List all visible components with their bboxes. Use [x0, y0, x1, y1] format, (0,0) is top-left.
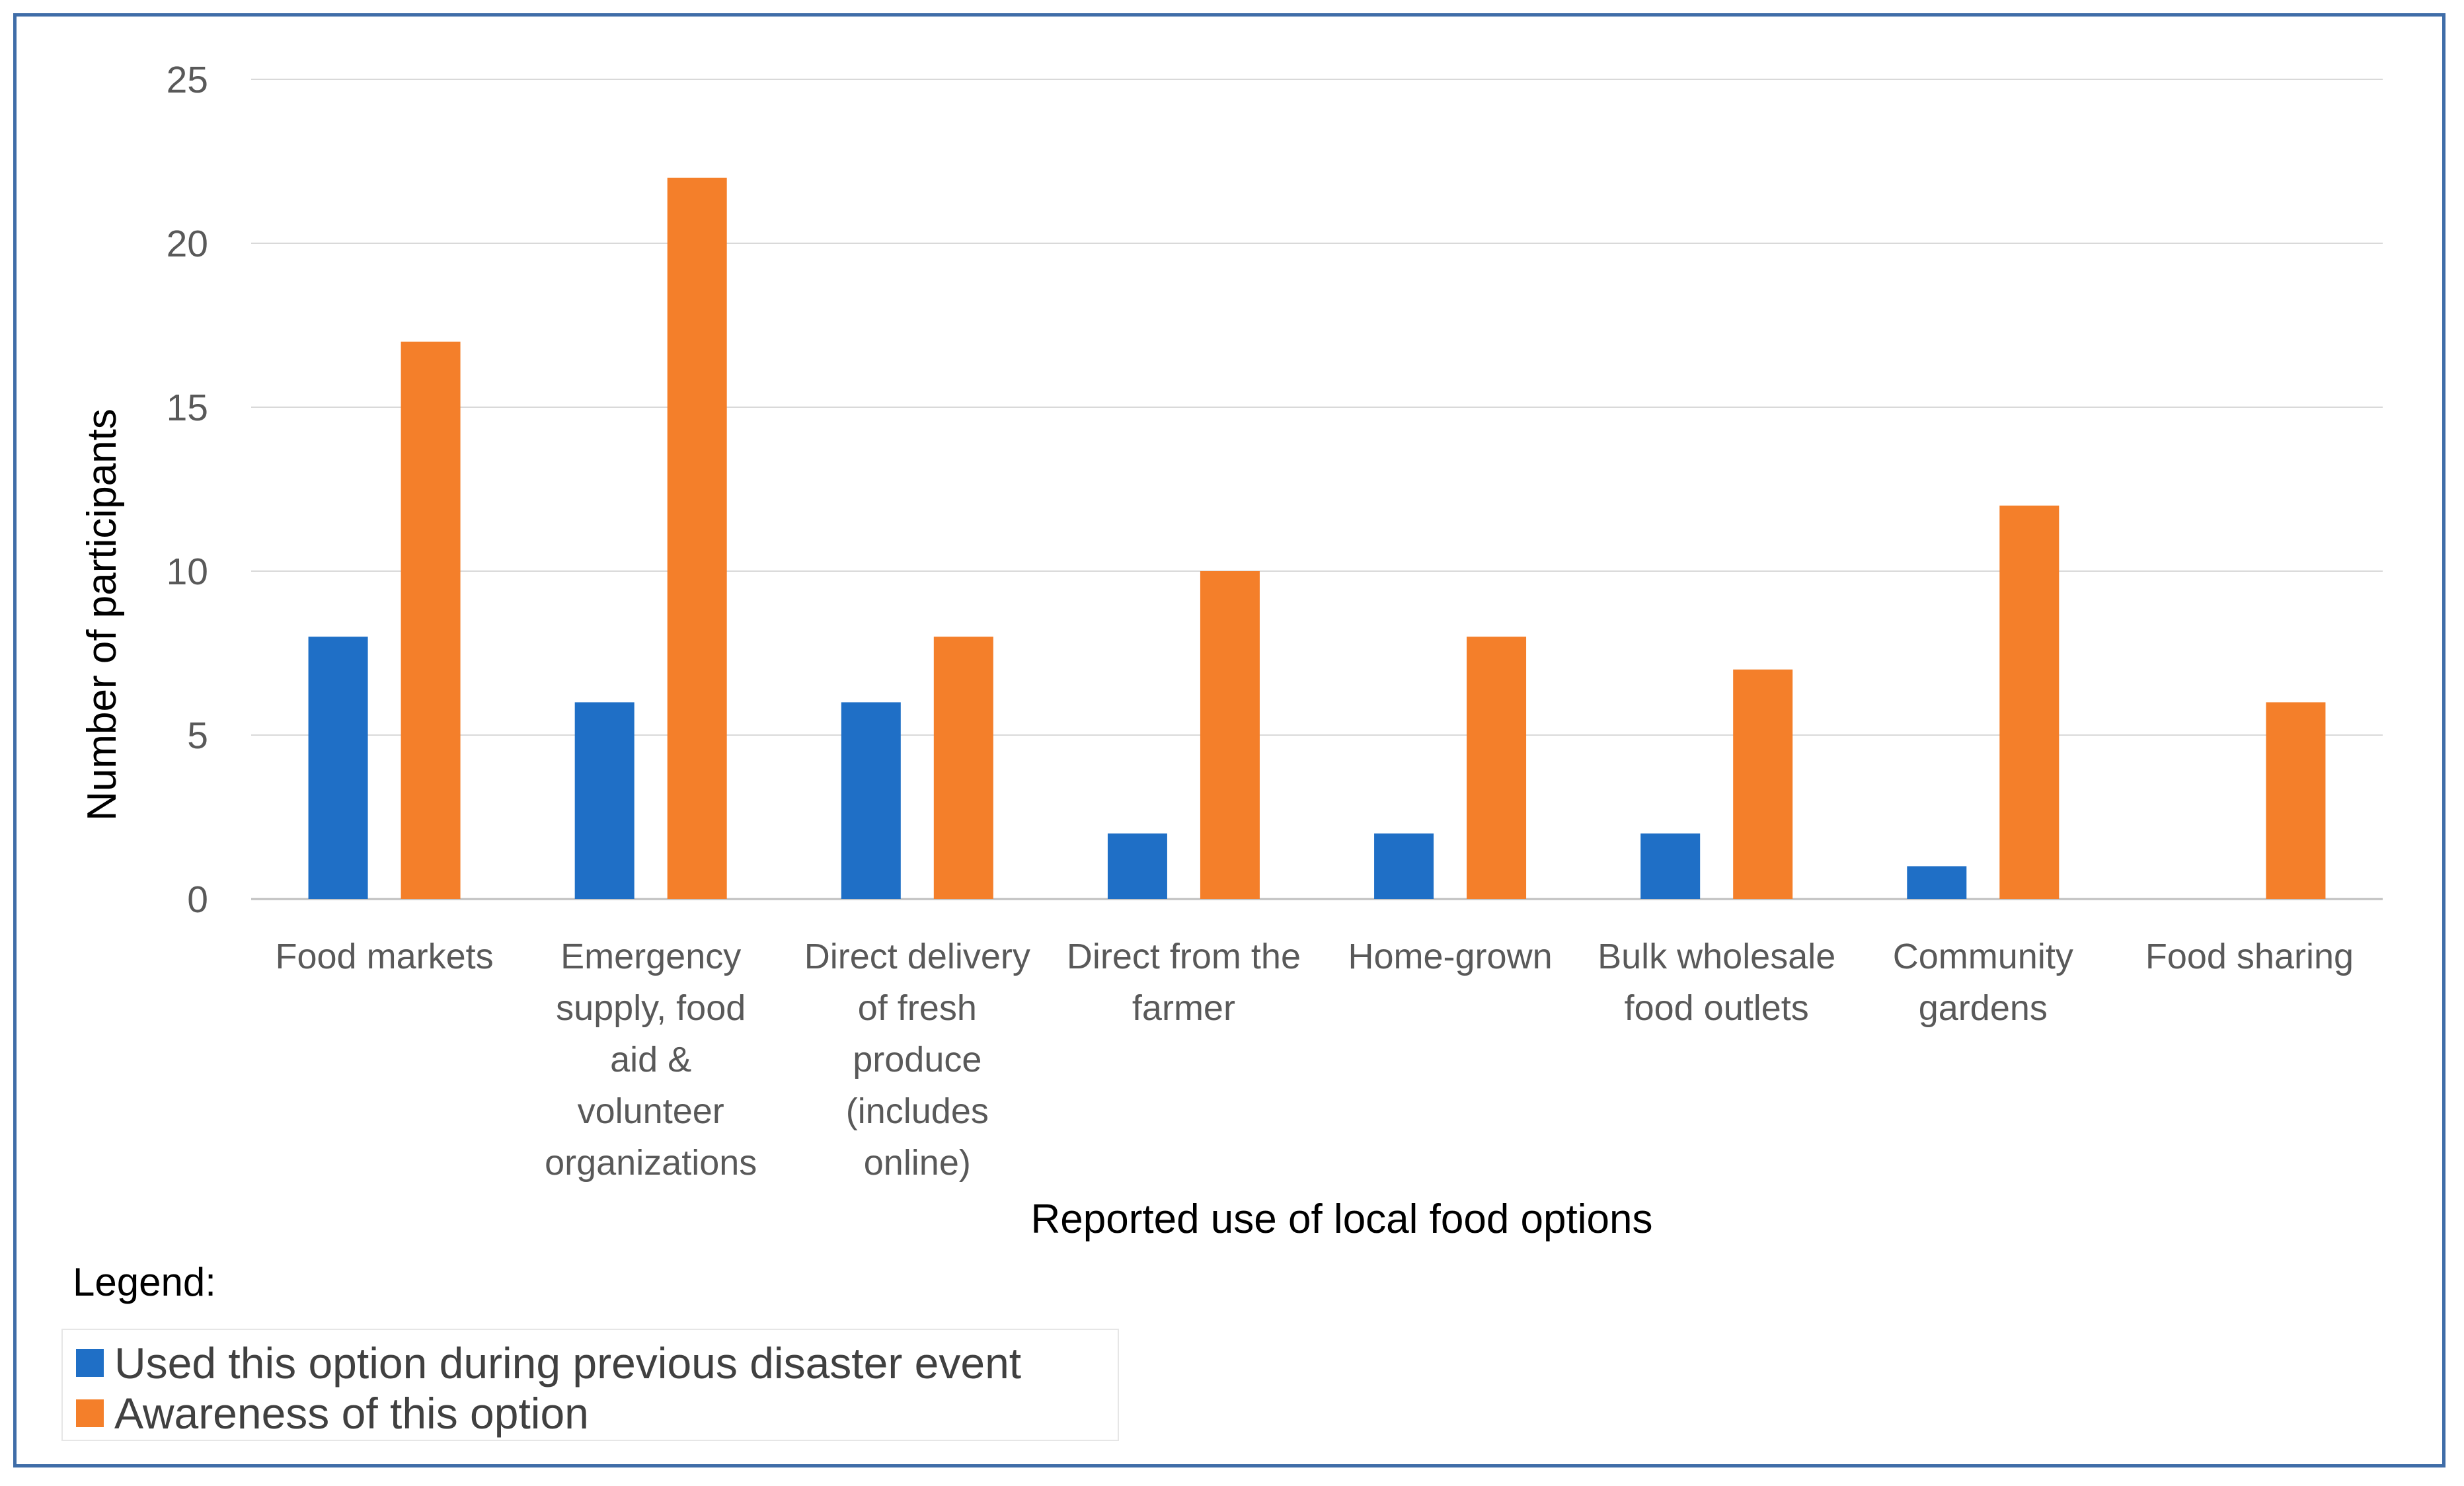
bar-used-3	[1107, 833, 1167, 899]
bar-used-6	[1907, 866, 1967, 899]
legend-label-used: Used this option during previous disaste…	[114, 1339, 1022, 1388]
bar-awareness-0	[401, 341, 461, 899]
x-category-label: Community gardens	[1893, 937, 2073, 1028]
bar-awareness-2	[933, 637, 993, 899]
legend-title: Legend:	[73, 1260, 216, 1304]
x-axis-title: Reported use of local food options	[1031, 1196, 1653, 1242]
x-category-label: Bulk wholesale food outlets	[1598, 937, 1835, 1028]
x-category-label: Food markets	[276, 937, 494, 976]
bar-awareness-5	[1733, 669, 1793, 899]
bar-used-0	[308, 637, 368, 899]
bar-awareness-7	[2266, 702, 2326, 899]
bar-used-5	[1640, 833, 1701, 899]
x-category-label: Home-grown	[1348, 937, 1553, 976]
x-category-label: Direct from the farmer	[1067, 937, 1301, 1028]
bar-used-2	[841, 702, 901, 899]
figure-frame: 0 5 10 15 20 25 Food markets Emergency supply, …	[13, 13, 2445, 1467]
legend-item-awareness: Awareness of this option	[76, 1388, 589, 1438]
y-tick-label: 5	[187, 715, 208, 757]
bar-chart: 0 5 10 15 20 25 Food markets Emergency supply, …	[79, 59, 2383, 1242]
bar-used-1	[574, 702, 635, 899]
legend-swatch-used	[76, 1349, 104, 1377]
bar-used-4	[1374, 833, 1434, 899]
bar-awareness-6	[1999, 505, 2060, 899]
gridlines	[251, 79, 2383, 900]
x-category-label: Food sharing	[2145, 937, 2354, 976]
y-tick-label: 0	[187, 879, 208, 921]
y-tick-label: 10	[167, 551, 208, 593]
legend-label-awareness: Awareness of this option	[114, 1389, 589, 1438]
bar-awareness-3	[1200, 571, 1260, 899]
bars	[308, 177, 2326, 899]
y-tick-label: 15	[167, 387, 208, 429]
bar-awareness-4	[1467, 637, 1527, 899]
legend-item-used: Used this option during previous disaste…	[76, 1338, 1021, 1388]
y-axis-ticks: 0 5 10 15 20 25	[167, 59, 208, 921]
y-axis-title: Number of participants	[79, 409, 125, 821]
x-axis-category-labels: Food markets Emergency supply, food aid & vo…	[276, 937, 2354, 1183]
x-category-label: Direct delivery of fresh produce (includes o…	[804, 937, 1030, 1183]
x-category-label: Emergency supply, food aid & volunteer organ…	[545, 937, 757, 1183]
legend: Used this option during previous disaste…	[61, 1329, 1119, 1441]
y-tick-label: 25	[167, 59, 208, 101]
legend-swatch-awareness	[76, 1399, 104, 1427]
y-tick-label: 20	[167, 223, 208, 265]
bar-awareness-1	[667, 177, 727, 899]
